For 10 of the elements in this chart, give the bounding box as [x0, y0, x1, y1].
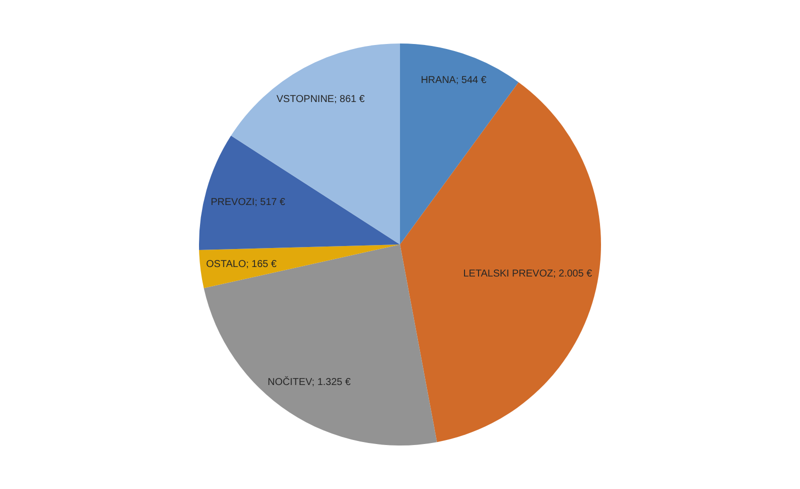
pie-slice — [199, 136, 400, 250]
slice-label: OSTALO; 165 € — [206, 259, 277, 270]
pie-slice — [400, 44, 519, 244]
pie-slice — [199, 244, 400, 288]
slice-label: VSTOPNINE; 861 € — [276, 94, 366, 105]
slice-label: PREVOZI; 517 € — [210, 197, 286, 208]
pie-slice — [204, 244, 437, 446]
slice-label: NOČITEV; 1.325 € — [268, 376, 352, 388]
slice-label: HRANA; 544 € — [420, 75, 487, 86]
slice-label: LETALSKI PREVOZ; 2.005 € — [463, 268, 592, 280]
